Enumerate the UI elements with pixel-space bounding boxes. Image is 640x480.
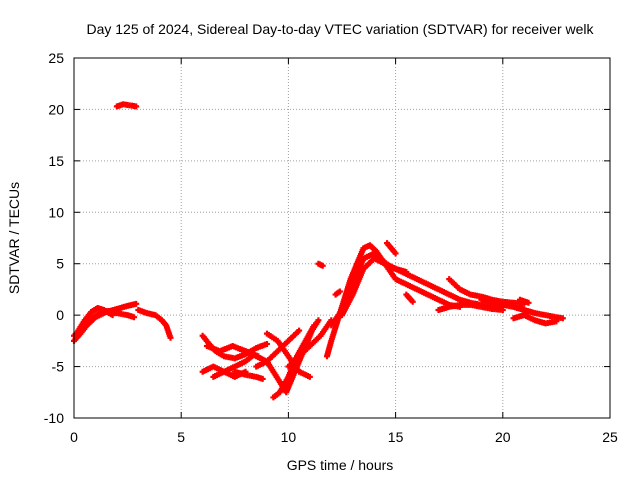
y-tick-label: 5	[56, 256, 64, 272]
y-axis-label: SDTVAR / TECUs	[6, 182, 22, 294]
data-point	[167, 334, 174, 341]
series-arc-4	[135, 307, 174, 341]
series-arc-26	[510, 312, 560, 327]
series-arc-27	[516, 296, 532, 306]
data-point	[499, 307, 506, 313]
plot-frame	[73, 57, 611, 419]
x-axis-label: GPS time / hours	[287, 457, 394, 473]
series-arc-25	[478, 296, 566, 322]
data-point	[392, 250, 399, 257]
data-point	[315, 317, 322, 324]
data-point	[259, 375, 266, 382]
x-tick-label: 10	[281, 429, 297, 445]
data-point	[409, 298, 416, 305]
series-arc-22	[403, 291, 416, 305]
series-arc-24	[435, 301, 506, 313]
x-tick-label: 0	[70, 429, 78, 445]
y-tick-label: 20	[48, 101, 64, 117]
y-tick-label: 15	[48, 153, 64, 169]
series-arc-16	[315, 260, 326, 269]
data-point	[263, 340, 270, 347]
series-arc-10	[231, 368, 266, 382]
data-point	[133, 103, 140, 110]
data-point	[133, 300, 140, 307]
series-arc-20	[332, 288, 343, 298]
y-tick-label: -5	[52, 359, 65, 375]
x-axis-ticks: 0 5 10 15 20 25	[70, 58, 618, 445]
y-tick-label: 0	[56, 307, 64, 323]
series-arc-3	[75, 304, 116, 334]
y-tick-label: 10	[48, 204, 64, 220]
data-point	[559, 315, 566, 322]
data-point	[525, 299, 532, 306]
data-point	[319, 262, 326, 269]
data-point	[311, 322, 318, 329]
x-tick-label: 15	[388, 429, 404, 445]
grid-lines	[74, 58, 610, 418]
data-point	[296, 327, 303, 334]
data-point	[553, 318, 560, 325]
x-tick-label: 5	[177, 429, 185, 445]
x-tick-label: 20	[495, 429, 511, 445]
data-point	[131, 314, 138, 321]
series-arc-21	[384, 240, 399, 257]
y-tick-label: 25	[48, 50, 64, 66]
y-tick-label: -10	[44, 410, 64, 426]
data-point	[109, 312, 116, 319]
y-axis-ticks: -10 -5 0 5 10 15 20 25	[44, 50, 610, 426]
x-tick-label: 25	[602, 429, 618, 445]
series-arc-5	[113, 101, 140, 110]
series-arc-9	[210, 353, 255, 380]
data-points	[71, 101, 566, 401]
data-point	[306, 373, 313, 380]
chart-title: Day 125 of 2024, Sidereal Day-to-day VTE…	[86, 21, 594, 37]
series-arc-15	[285, 317, 335, 370]
data-point	[336, 288, 343, 295]
